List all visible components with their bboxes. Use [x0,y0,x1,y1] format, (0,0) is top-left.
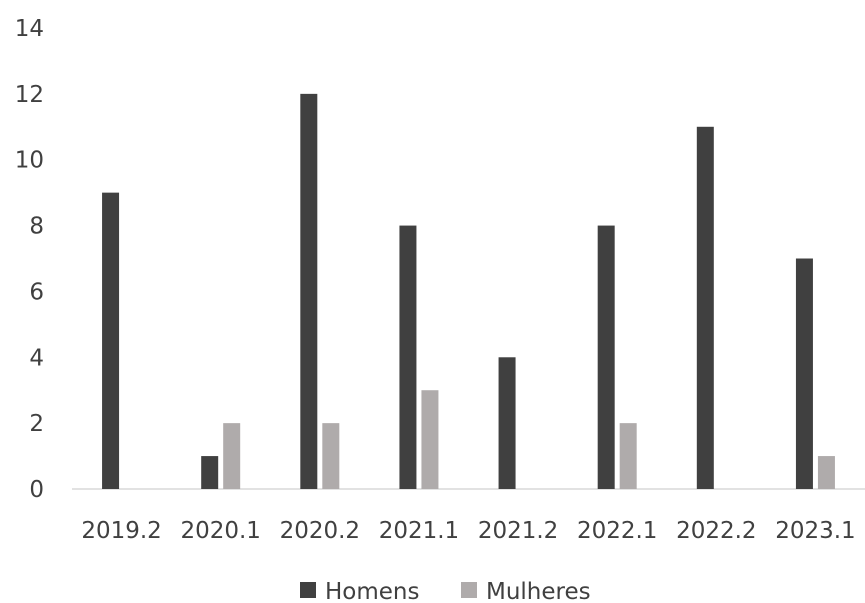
legend-swatch-mulheres [461,582,477,598]
x-tick-label: 2022.2 [676,518,756,544]
legend: Homens Mulheres [300,579,591,603]
x-tick-label: 2020.2 [280,518,360,544]
bar-homens-2020-1 [201,456,219,489]
bar-homens-2022-1 [597,225,615,490]
legend-label-homens: Homens [325,579,419,603]
bar-homens-2023-1 [795,258,813,489]
y-tick-label: 4 [29,345,44,371]
x-tick-label: 2019.2 [81,518,161,544]
x-tick-label: 2022.1 [577,518,657,544]
x-tick-label: 2021.2 [478,518,558,544]
legend-label-mulheres: Mulheres [486,579,591,603]
y-tick-label: 0 [29,477,44,503]
y-tick-label: 8 [29,214,44,240]
x-axis-ticks: 2019.2 2020.1 2020.2 2021.1 2021.2 2022.1 2022… [81,518,855,544]
x-tick-label: 2023.1 [775,518,855,544]
bar-mulheres-2020-1 [223,423,241,489]
bars [102,93,835,490]
x-tick-label: 2020.1 [180,518,260,544]
y-tick-label: 12 [15,82,44,108]
bar-homens-2019-2 [102,192,120,489]
bar-mulheres-2023-1 [817,456,835,489]
x-tick-label: 2021.1 [379,518,459,544]
y-tick-label: 2 [29,411,44,437]
bar-mulheres-2021-1 [421,390,439,489]
legend-swatch-homens [300,582,316,598]
y-tick-label: 10 [15,148,44,174]
bar-homens-2021-2 [498,357,516,489]
bar-homens-2021-1 [399,225,417,490]
bar-mulheres-2020-2 [322,423,340,489]
bar-homens-2020-2 [300,93,318,489]
y-axis-ticks: 0 2 4 6 8 10 12 14 [15,16,44,503]
y-tick-label: 6 [29,279,44,305]
y-tick-label: 14 [15,16,44,42]
bar-homens-2022-2 [696,126,714,490]
bar-mulheres-2022-1 [619,423,637,489]
